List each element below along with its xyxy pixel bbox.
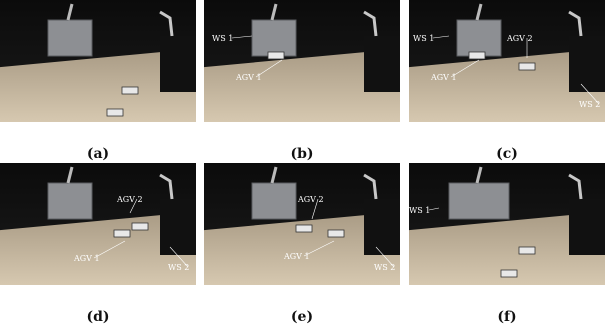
panel: WS 1 AGV 1 (b)	[204, 0, 400, 162]
annotation: AGV 1	[73, 254, 100, 263]
caption: (d)	[86, 309, 109, 325]
annotation: WS 1	[409, 206, 430, 215]
workstation	[252, 20, 296, 56]
annotation: AGV 2	[506, 34, 533, 43]
caption: (e)	[291, 309, 313, 325]
panel: (a)	[0, 0, 196, 162]
table	[160, 36, 196, 92]
table	[569, 36, 605, 92]
workstation	[252, 183, 296, 219]
annotation: WS 2	[374, 263, 395, 272]
agv	[268, 52, 284, 59]
agv	[328, 230, 344, 237]
annotation: AGV 2	[297, 195, 324, 204]
table	[364, 199, 400, 255]
panel: WS 1 (f)	[409, 163, 605, 325]
agv	[132, 223, 148, 230]
agv	[519, 247, 535, 254]
agv	[501, 270, 517, 277]
caption: (f)	[497, 309, 516, 325]
panel: AGV 2 AGV 1 WS 2 (d)	[0, 163, 196, 325]
table	[160, 199, 196, 255]
agv	[114, 230, 130, 237]
agv	[296, 225, 312, 232]
workstation	[48, 20, 92, 56]
annotation: AGV 2	[116, 195, 143, 204]
agv	[469, 52, 485, 59]
figure: (a) WS 1 AGV 1 (b) WS 1 AGV 1 AGV 2 WS 2 (c) AGV …	[0, 0, 605, 331]
annotation: AGV 1	[430, 73, 457, 82]
workstation	[48, 183, 92, 219]
agv	[519, 63, 535, 70]
annotation: AGV 1	[283, 252, 310, 261]
annotation: WS 1	[212, 34, 233, 43]
annotation: WS 2	[168, 263, 189, 272]
panel: AGV 2 AGV 1 WS 2 (e)	[204, 163, 400, 325]
caption: (c)	[496, 146, 518, 162]
workstation	[457, 20, 501, 56]
agv	[122, 87, 138, 94]
annotation: WS 1	[413, 34, 434, 43]
caption: (a)	[87, 146, 109, 162]
table	[364, 36, 400, 92]
caption: (b)	[290, 146, 313, 162]
annotation: WS 2	[579, 100, 600, 109]
agv	[107, 109, 123, 116]
panel: WS 1 AGV 1 AGV 2 WS 2 (c)	[409, 0, 605, 162]
table	[569, 199, 605, 255]
workstation	[449, 183, 509, 219]
annotation: AGV 1	[235, 73, 262, 82]
